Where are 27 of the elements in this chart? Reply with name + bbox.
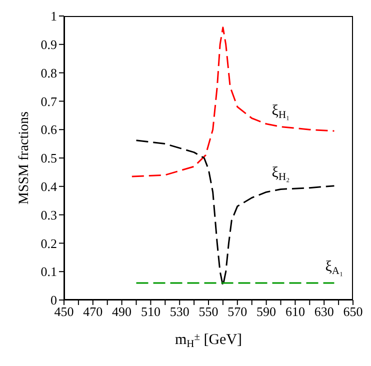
x-tick-label: 630	[314, 304, 334, 320]
series-label: ξ$_{A₁}$	[325, 258, 344, 278]
series-label: ξ$_{H₁}$	[272, 102, 290, 122]
y-tick-label: 0.5	[40, 150, 57, 166]
y-tick-label: 0.6	[40, 122, 58, 138]
y-tick-label: 1	[50, 8, 57, 24]
x-tick-label: 530	[170, 304, 190, 320]
x-tick-label: 650	[343, 304, 363, 320]
x-axis-title: m$_{H}$$^{±}$ [GeV]	[174, 332, 242, 350]
series-label: ξ$_{H₂}$	[272, 165, 290, 184]
x-tick-label: 450	[54, 304, 74, 320]
x-tick-label: 610	[285, 304, 305, 320]
y-tick-label: 0.8	[40, 65, 57, 80]
x-tick-label: 490	[112, 304, 132, 320]
x-tick-label: 510	[140, 304, 160, 320]
y-axis-title: MSSM fractions	[17, 112, 32, 204]
x-tick-label: 590	[256, 304, 276, 320]
y-tick-label: 0.9	[40, 37, 57, 52]
y-tick-label: 0.1	[40, 264, 57, 280]
y-tick-label: 0.3	[40, 207, 57, 222]
x-tick-label: 550	[198, 304, 218, 320]
y-tick-label: 0.2	[40, 236, 57, 251]
y-tick-label: 0.4	[40, 179, 58, 194]
x-tick-label: 570	[228, 304, 248, 320]
y-tick-label: 0	[50, 292, 57, 308]
x-tick-label: 470	[83, 304, 103, 320]
y-tick-label: 0.7	[40, 94, 58, 109]
